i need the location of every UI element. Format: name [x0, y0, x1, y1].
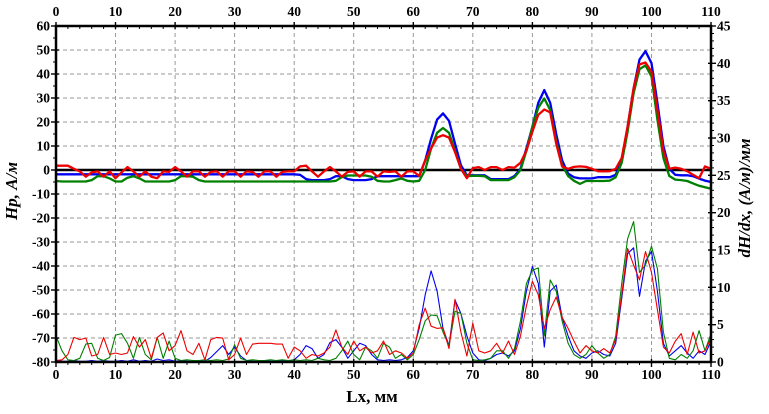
y-right-tick-label: 40 [717, 56, 731, 71]
y-right-axis-title: dH/dx, (А/м)/мм [735, 138, 754, 257]
y-right-tick-label: 5 [717, 317, 724, 332]
series-dHdx-green [55, 221, 712, 362]
x-tick-label-bottom: 0 [53, 367, 60, 382]
y-left-tick-label: -10 [32, 187, 50, 202]
series-Hp-red [56, 61, 712, 180]
y-right-tick-label: 15 [717, 243, 731, 258]
x-tick-label-top: 70 [466, 4, 480, 19]
y-right-tick-label: 20 [717, 205, 731, 220]
x-tick-label-top: 50 [347, 4, 361, 19]
y-left-tick-label: 50 [37, 43, 51, 58]
x-tick-label-top: 0 [53, 4, 60, 19]
y-right-tick-label: 35 [717, 93, 731, 108]
x-tick-label-bottom: 100 [641, 367, 662, 382]
y-left-tick-label: -40 [32, 259, 50, 274]
x-tick-label-bottom: 70 [466, 367, 480, 382]
x-tick-label-bottom: 50 [347, 367, 361, 382]
y-left-tick-label: 60 [37, 19, 51, 34]
x-tick-label-top: 110 [701, 4, 721, 19]
x-axis-title: Lx, мм [346, 387, 398, 406]
x-tick-label-top: 30 [228, 4, 242, 19]
x-tick-label-top: 90 [585, 4, 599, 19]
x-tick-label-bottom: 110 [701, 367, 721, 382]
x-tick-label-bottom: 10 [109, 367, 123, 382]
y-left-tick-label: -70 [32, 331, 50, 346]
x-tick-label-top: 100 [641, 4, 662, 19]
y-right-tick-label: 10 [717, 280, 731, 295]
x-tick-label-top: 10 [109, 4, 123, 19]
x-tick-label-bottom: 90 [585, 367, 599, 382]
y-right-tick-label: 30 [717, 131, 731, 146]
y-left-tick-label: -20 [32, 211, 50, 226]
y-left-axis-title: Hp, А/м [2, 162, 21, 221]
y-left-tick-label: -30 [32, 235, 50, 250]
x-tick-label-bottom: 60 [407, 367, 421, 382]
x-tick-label-top: 40 [287, 4, 301, 19]
x-tick-label-bottom: 80 [526, 367, 540, 382]
y-left-tick-label: 10 [37, 139, 51, 154]
y-right-tick-label: 0 [717, 355, 724, 370]
x-tick-label-top: 60 [407, 4, 421, 19]
x-tick-label-bottom: 30 [228, 367, 242, 382]
y-right-tick-label: 45 [717, 19, 731, 34]
x-tick-label-bottom: 20 [168, 367, 182, 382]
series-Hp-blue [56, 50, 712, 184]
series-Hp-green [55, 64, 712, 190]
series-dHdx-blue [55, 247, 712, 362]
y-left-tick-label: -50 [32, 283, 50, 298]
y-left-tick-label: 30 [37, 91, 51, 106]
x-tick-label-top: 80 [526, 4, 540, 19]
y-left-tick-label: -80 [32, 355, 50, 370]
series-dHdx-red [55, 247, 712, 362]
y-left-tick-label: 0 [43, 163, 50, 178]
y-right-tick-label: 25 [717, 168, 731, 183]
y-left-tick-label: 40 [37, 67, 51, 82]
x-tick-label-bottom: 40 [287, 367, 301, 382]
y-left-tick-label: 20 [37, 115, 51, 130]
x-tick-label-top: 20 [168, 4, 182, 19]
y-left-tick-label: -60 [32, 307, 50, 322]
